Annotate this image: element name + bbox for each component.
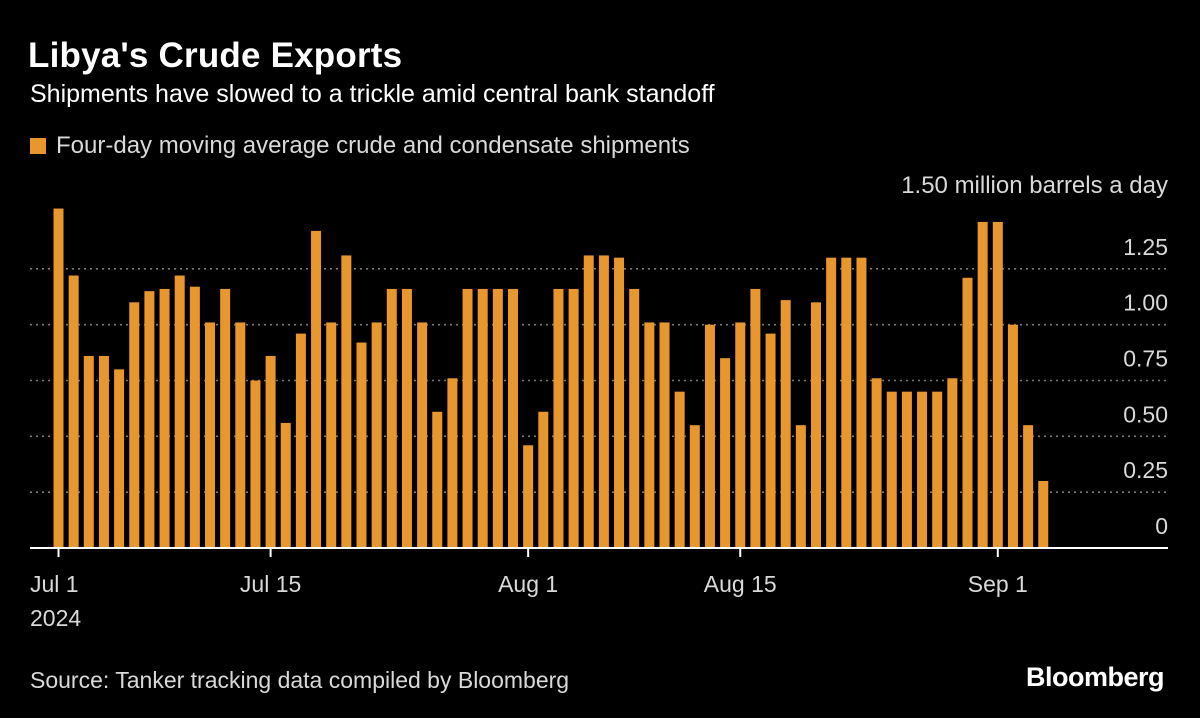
- bar: [826, 257, 837, 548]
- bar: [341, 255, 352, 548]
- bar: [83, 355, 94, 548]
- bar: [629, 288, 640, 548]
- bar: [144, 291, 155, 548]
- bar: [462, 288, 473, 548]
- bar: [386, 288, 397, 548]
- bar: [417, 322, 428, 548]
- chart-subtitle: Shipments have slowed to a trickle amid …: [30, 80, 715, 108]
- bar: [871, 378, 882, 548]
- bar: [811, 302, 821, 548]
- bar: [477, 288, 488, 548]
- bar: [401, 288, 412, 548]
- x-tick-label: Jul 15: [240, 571, 301, 597]
- bar: [250, 380, 261, 548]
- x-tick-label: Aug 15: [704, 571, 777, 597]
- y-tick-label: 0.50: [1123, 401, 1168, 427]
- bar: [432, 411, 443, 548]
- bar: [1007, 324, 1018, 548]
- bar: [750, 288, 761, 548]
- y-axis-ticks: 0 0.25 0.50 0.75 1.00 1.25: [1123, 234, 1168, 539]
- y-tick-label: 0: [1155, 513, 1168, 539]
- y-tick-label: 1.00: [1123, 290, 1168, 316]
- bar: [659, 322, 670, 548]
- bar: [523, 445, 534, 548]
- bar: [53, 208, 64, 549]
- bar: [583, 255, 594, 548]
- bar: [356, 342, 367, 548]
- bar: [856, 257, 867, 548]
- bar: [553, 288, 564, 548]
- bar: [159, 288, 170, 548]
- bar: [492, 288, 503, 548]
- bar: [189, 286, 200, 548]
- bar: [129, 302, 140, 548]
- y-tick-label: 0.75: [1123, 346, 1168, 372]
- bar: [644, 322, 655, 548]
- bar: [886, 391, 897, 548]
- chart-title: Libya's Crude Exports: [28, 36, 403, 75]
- bar: [371, 322, 382, 548]
- bar: [674, 391, 685, 548]
- bar: [795, 425, 806, 548]
- bar: [114, 369, 125, 548]
- bar: [598, 255, 609, 548]
- bar: [326, 322, 337, 548]
- bar: [992, 221, 1003, 548]
- bar: [720, 358, 731, 548]
- bar: [447, 378, 458, 548]
- x-tick-label: Sep 1: [968, 571, 1028, 597]
- bar: [735, 322, 746, 548]
- bar: [947, 378, 958, 548]
- legend-swatch: [30, 138, 46, 154]
- bar: [932, 391, 943, 548]
- bar: [917, 391, 928, 548]
- x-tick-year-label: 2024: [30, 605, 81, 631]
- y-tick-label: 0.25: [1123, 457, 1168, 483]
- bars: [53, 208, 1049, 549]
- bar: [265, 355, 276, 548]
- bar: [568, 288, 579, 548]
- y-tick-label: 1.25: [1123, 234, 1168, 260]
- bar: [508, 288, 518, 548]
- bar: [295, 333, 306, 548]
- bar: [901, 391, 912, 548]
- y-axis-unit-label: 1.50 million barrels a day: [901, 172, 1168, 199]
- bar: [614, 257, 625, 548]
- legend-label: Four-day moving average crude and conden…: [56, 132, 690, 159]
- bar: [205, 322, 215, 548]
- bar: [977, 221, 988, 548]
- bar: [538, 411, 549, 548]
- bar: [220, 288, 231, 548]
- legend: Four-day moving average crude and conden…: [30, 132, 690, 160]
- bar: [765, 333, 776, 548]
- bar: [280, 422, 291, 548]
- bar: [962, 277, 973, 548]
- bar: [704, 324, 715, 548]
- source-note: Source: Tanker tracking data compiled by…: [30, 667, 570, 693]
- bar: [174, 275, 185, 548]
- bar: [68, 275, 79, 548]
- bar: [311, 230, 322, 548]
- bar: [1038, 481, 1049, 548]
- x-tick-label: Jul 1: [30, 571, 79, 597]
- x-tick-label: Aug 1: [498, 571, 558, 597]
- bar: [689, 425, 700, 548]
- bar: [1023, 425, 1034, 548]
- bar: [780, 300, 791, 548]
- bar: [841, 257, 852, 548]
- bar: [98, 355, 109, 548]
- x-axis: Jul 1 2024 Jul 15 Aug 1 Aug 15 Sep 1: [30, 547, 1168, 631]
- bloomberg-logo: Bloomberg: [1025, 662, 1165, 692]
- bar: [235, 322, 246, 548]
